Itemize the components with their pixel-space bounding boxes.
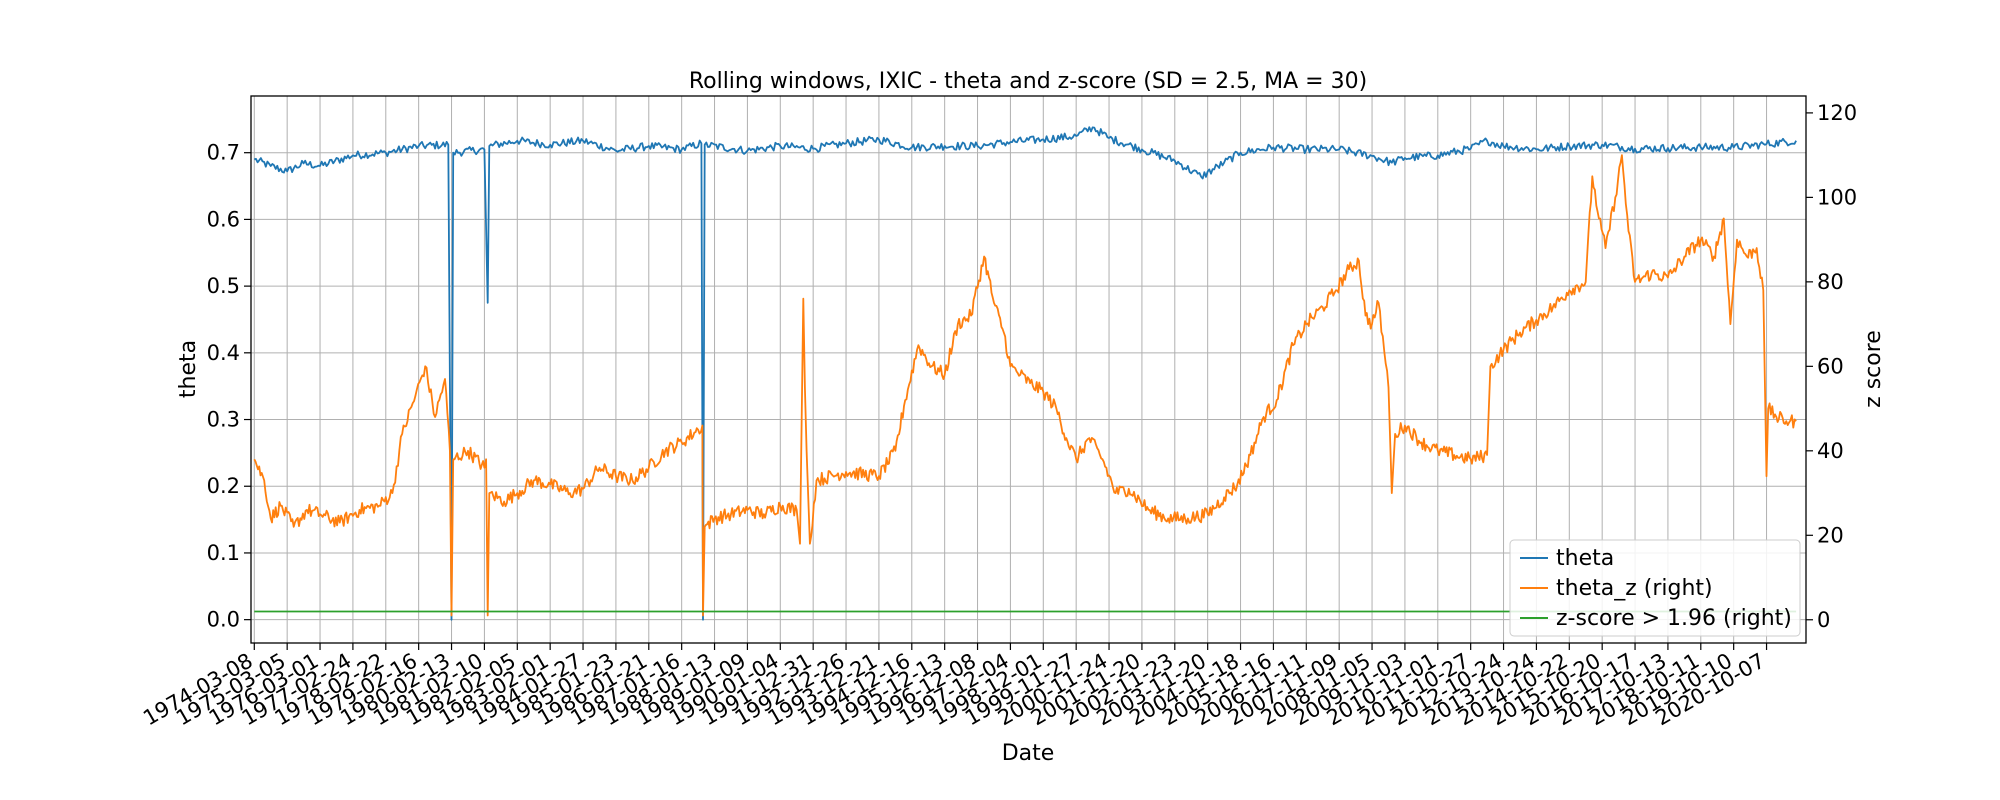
y-axis-label: theta	[176, 340, 201, 398]
series-line-1	[253, 154, 1797, 617]
legend-label-theta: theta	[1556, 546, 1614, 571]
chart-title: Rolling windows, IXIC - theta and z-scor…	[689, 69, 1367, 94]
y-tick-label: 0.4	[207, 341, 240, 365]
legend-label-threshold: z-score > 1.96 (right)	[1556, 606, 1792, 631]
y-tick-label: 0.5	[207, 274, 240, 298]
y-axis-label-right: z score	[1861, 330, 1886, 408]
y-tick-label: 0.7	[207, 141, 240, 165]
legend-box	[1509, 539, 1801, 637]
y-right-tick-label: 60	[1817, 354, 1844, 378]
y-tick-label: 0.1	[207, 541, 240, 565]
series-line-0	[253, 126, 1797, 621]
y-tick-label: 0.6	[207, 207, 240, 231]
y-tick-label: 0.3	[207, 408, 240, 432]
x-axis-label: Date	[1002, 741, 1055, 766]
y-tick-label: 0.0	[207, 608, 240, 632]
y-right-tick-label: 0	[1817, 608, 1830, 632]
legend: theta theta_z (right) z-score > 1.96 (ri…	[1509, 539, 1801, 637]
y-right-tick-label: 80	[1817, 270, 1844, 294]
y-right-tick-label: 20	[1817, 523, 1844, 547]
y-right-tick-label: 40	[1817, 439, 1844, 463]
tick-group: 1974-03-081975-03-051976-03-011977-02-24…	[139, 101, 1857, 730]
y-tick-label: 0.2	[207, 474, 240, 498]
plot-frame	[250, 95, 1807, 644]
legend-label-theta-z: theta_z (right)	[1556, 576, 1713, 601]
y-right-tick-label: 100	[1817, 185, 1857, 209]
y-right-tick-label: 120	[1817, 101, 1857, 125]
